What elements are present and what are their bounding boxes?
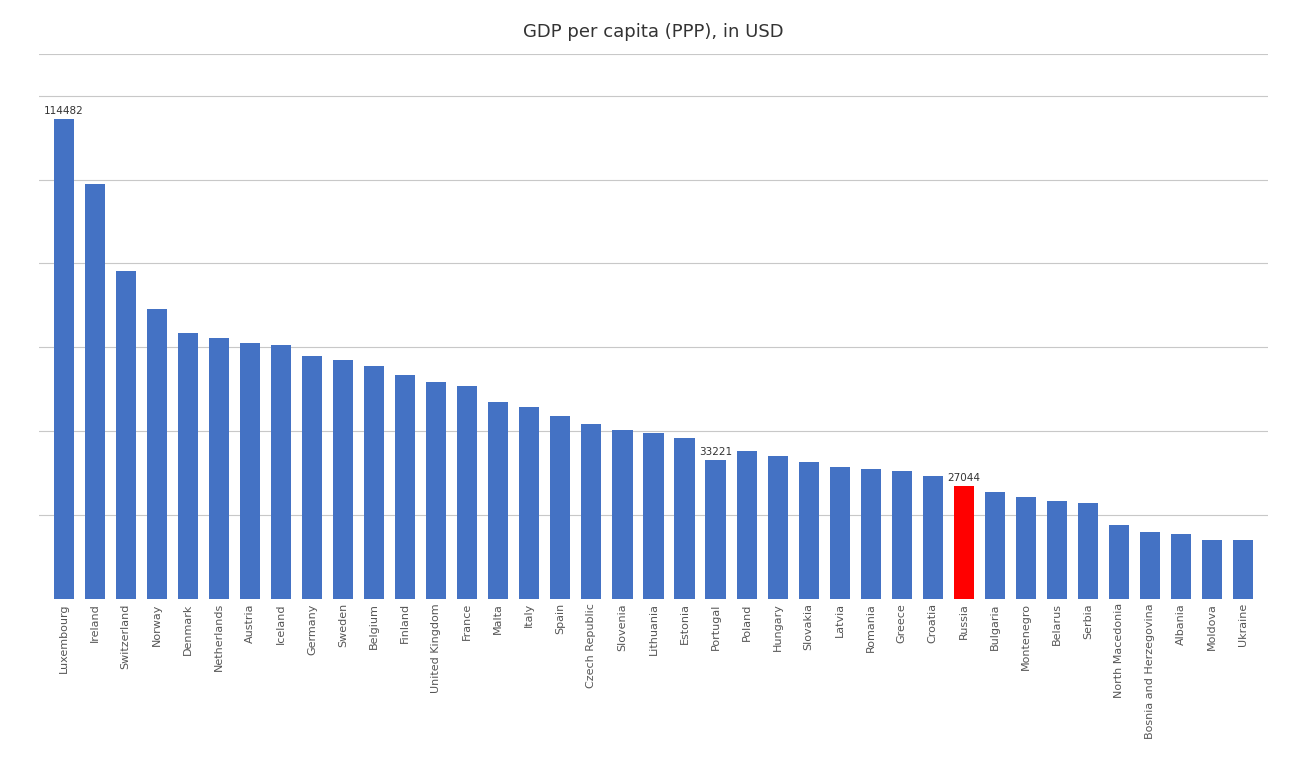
- Bar: [84, 184, 105, 599]
- Bar: [53, 119, 74, 599]
- Bar: [767, 456, 788, 599]
- Bar: [239, 343, 260, 599]
- Bar: [923, 475, 943, 599]
- Bar: [519, 407, 540, 599]
- Text: 27044: 27044: [947, 473, 981, 483]
- Bar: [177, 333, 198, 599]
- Bar: [364, 366, 384, 599]
- Bar: [1233, 540, 1254, 599]
- Bar: [581, 424, 602, 599]
- Bar: [829, 467, 850, 599]
- Bar: [333, 359, 353, 599]
- Bar: [1109, 525, 1130, 599]
- Bar: [395, 375, 415, 599]
- Text: 114482: 114482: [44, 106, 84, 116]
- Bar: [612, 430, 633, 599]
- Bar: [302, 356, 322, 599]
- Bar: [426, 382, 446, 599]
- Bar: [146, 309, 167, 599]
- Bar: [115, 270, 136, 599]
- Bar: [643, 433, 664, 599]
- Bar: [892, 471, 912, 599]
- Bar: [1140, 532, 1161, 599]
- Bar: [1078, 503, 1099, 599]
- Bar: [1202, 541, 1223, 599]
- Bar: [985, 492, 1005, 599]
- Bar: [736, 451, 757, 599]
- Bar: [705, 460, 726, 599]
- Bar: [1016, 498, 1036, 599]
- Bar: [1171, 534, 1192, 599]
- Bar: [488, 402, 509, 599]
- Bar: [674, 438, 695, 599]
- Title: GDP per capita (PPP), in USD: GDP per capita (PPP), in USD: [523, 23, 784, 41]
- Bar: [270, 345, 291, 599]
- Text: 33221: 33221: [699, 447, 732, 457]
- Bar: [457, 386, 477, 599]
- Bar: [550, 416, 571, 599]
- Bar: [954, 485, 974, 599]
- Bar: [1047, 501, 1068, 599]
- Bar: [861, 468, 881, 599]
- Bar: [208, 338, 229, 599]
- Bar: [798, 462, 819, 599]
